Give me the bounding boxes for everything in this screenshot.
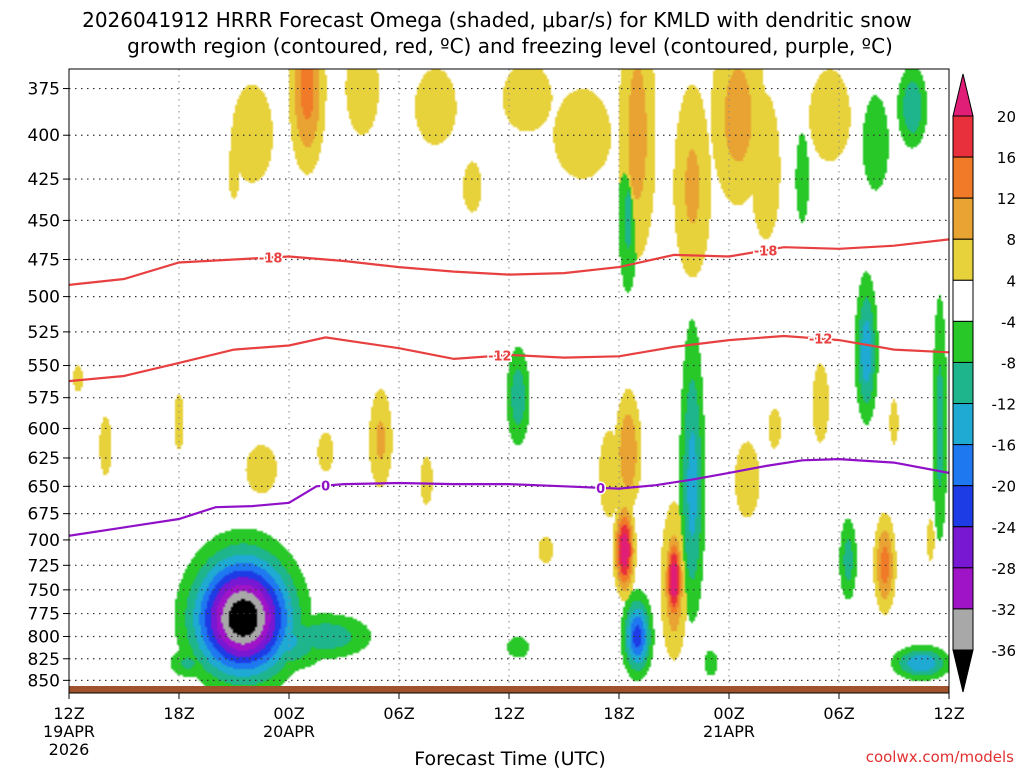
colorbar-label: 12	[997, 190, 1016, 208]
colorbar-bin	[952, 156, 974, 199]
colorbar-bin	[952, 485, 974, 528]
colorbar-bin	[952, 320, 974, 363]
y-tick-label: 625	[28, 449, 60, 469]
x-tick-label: 12Z	[493, 704, 524, 723]
colorbar-label: -4	[1001, 313, 1016, 331]
x-tick-year-label: 2026	[49, 740, 90, 759]
colorbar-label: -12	[992, 396, 1017, 414]
colorbar-label: 20	[997, 108, 1016, 126]
contour-label-minus-12: -12	[488, 350, 512, 365]
colorbar-bin	[952, 608, 974, 651]
x-tick-label: 00Z	[273, 704, 304, 723]
y-tick-label: 750	[28, 581, 60, 601]
ground-surface	[69, 686, 949, 693]
colorbar-bin	[952, 115, 974, 158]
colorbar-bottom-triangle	[952, 649, 974, 693]
y-tick-label: 425	[28, 170, 60, 190]
x-tick-label: 06Z	[823, 704, 854, 723]
colorbar-label: -32	[992, 601, 1017, 619]
colorbar-bin	[952, 361, 974, 405]
x-axis-label: Forecast Time (UTC)	[414, 748, 605, 768]
credit-text: coolwx.com/models	[866, 748, 1014, 766]
y-tick-label: 700	[28, 531, 60, 551]
chart-title-line-2: growth region (contoured, red, ºC) and f…	[127, 34, 893, 58]
colorbar-label: 16	[997, 149, 1016, 167]
contour-label-minus-18: -18	[754, 244, 778, 259]
y-tick-label: 600	[28, 419, 60, 439]
y-tick-label: 375	[28, 80, 60, 100]
x-tick-date-label: 21APR	[703, 722, 755, 741]
contour-zero	[69, 457, 949, 537]
colorbar-label: 4	[1006, 272, 1016, 290]
y-tick-label: 450	[28, 211, 60, 231]
colorbar-bin	[952, 403, 974, 446]
contour-minus-12	[69, 334, 949, 383]
colorbar-label: -8	[1001, 354, 1016, 372]
colorbar-bin	[952, 238, 974, 281]
contour-label-zero: 0	[321, 480, 330, 495]
colorbar-bin	[952, 279, 974, 322]
y-tick-label: 775	[28, 605, 60, 625]
y-tick-label: 550	[28, 357, 60, 377]
x-tick-label: 06Z	[383, 704, 414, 723]
y-tick-label: 475	[28, 251, 60, 271]
x-tick-date-label: 19APR	[43, 722, 95, 741]
x-tick-label: 12Z	[53, 704, 84, 723]
colorbar-bin	[952, 444, 974, 487]
colorbar-top-triangle	[952, 73, 974, 117]
x-tick-label: 18Z	[603, 704, 634, 723]
y-tick-label: 825	[28, 650, 60, 670]
plot-area: -18 -18 -12 -12 0 0	[69, 69, 949, 693]
y-tick-label: 525	[28, 323, 60, 343]
x-tick-label: 00Z	[713, 704, 744, 723]
colorbar-label: -28	[992, 560, 1017, 578]
y-tick-label: 650	[28, 477, 60, 497]
chart-title-line-1: 2026041912 HRRR Forecast Omega (shaded, …	[82, 8, 912, 32]
colorbar-bin	[952, 197, 974, 240]
colorbar-label: -16	[992, 437, 1017, 455]
colorbar-bin	[952, 526, 974, 569]
y-tick-label: 725	[28, 556, 60, 576]
y-tick-label: 400	[28, 126, 60, 146]
contour-label-zero: 0	[596, 482, 605, 497]
colorbar-label: 8	[1006, 231, 1016, 249]
colorbar: 20 16 12 8 4 -4 -8 -12 -16 -20 -24 -28 -32 -36	[952, 73, 1017, 693]
contour-minus-18	[69, 238, 949, 286]
contour-label-minus-18: -18	[259, 251, 283, 266]
grid-lines	[69, 69, 949, 693]
colorbar-label: -24	[992, 519, 1017, 537]
contour-label-minus-12: -12	[809, 333, 833, 348]
y-tick-label: 850	[28, 671, 60, 691]
y-tick-label: 500	[28, 288, 60, 308]
x-tick-label: 12Z	[933, 704, 964, 723]
contour-lines: -18 -18 -12 -12 0 0	[69, 238, 949, 537]
y-tick-label: 675	[28, 505, 60, 525]
colorbar-label: -36	[992, 642, 1017, 660]
colorbar-bin	[952, 567, 974, 610]
y-tick-label: 800	[28, 628, 60, 648]
colorbar-label: -20	[992, 478, 1017, 496]
y-axis: 375 400 425 450 475 500 525 550 575 600 625 650 675 7…	[28, 80, 69, 691]
x-tick-label: 18Z	[163, 704, 194, 723]
x-tick-date-label: 20APR	[263, 722, 315, 741]
y-tick-label: 575	[28, 389, 60, 409]
